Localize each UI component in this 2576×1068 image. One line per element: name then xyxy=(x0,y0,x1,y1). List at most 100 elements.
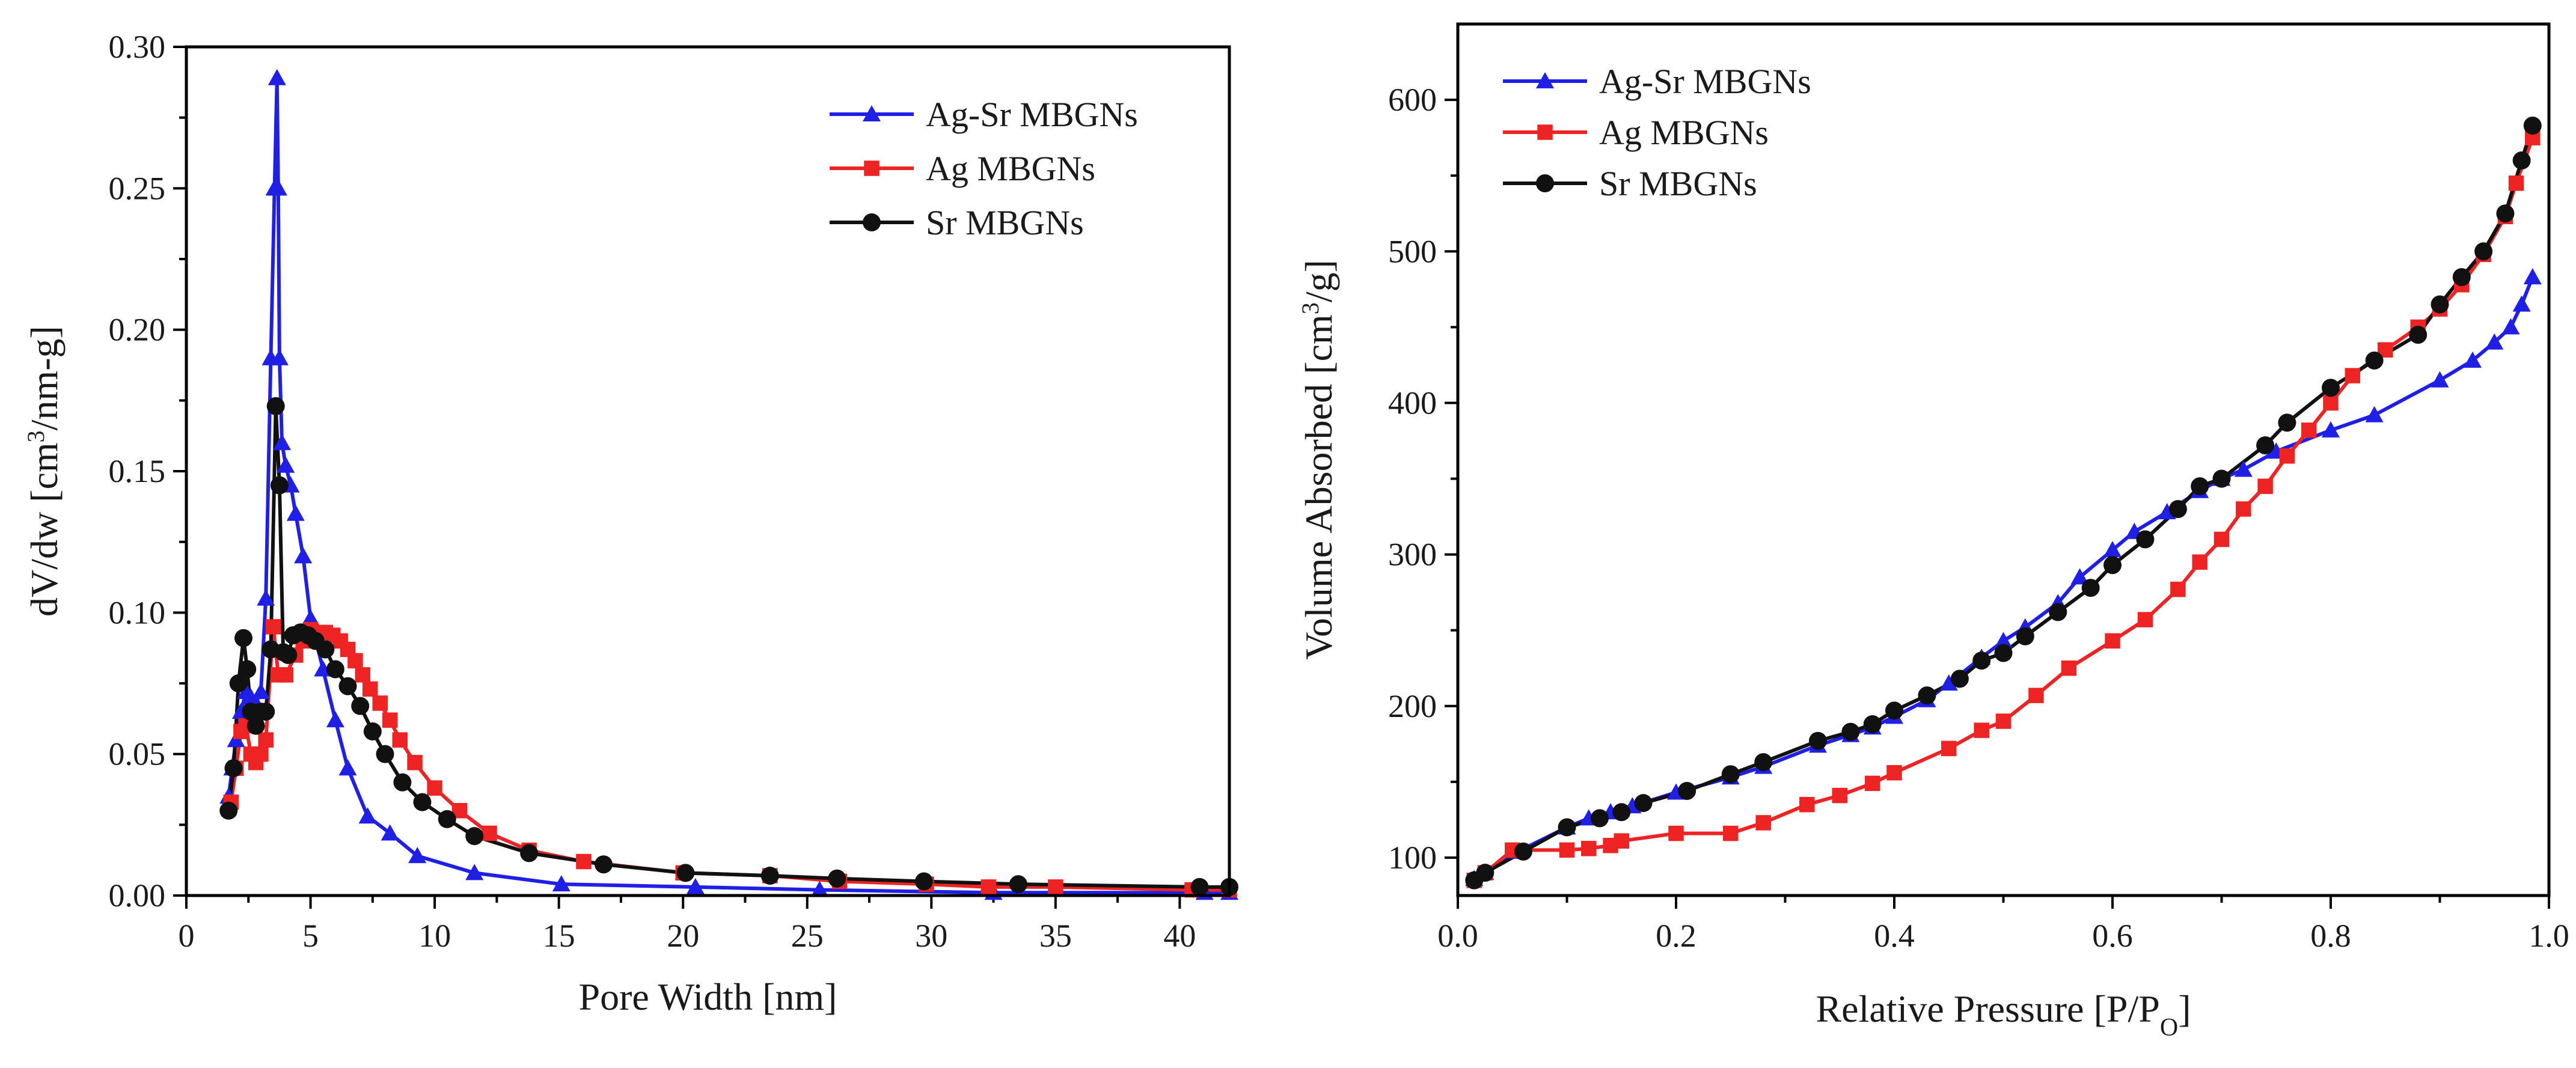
chart0-series-2-point xyxy=(438,810,456,828)
chart0-y-tick-label: 0.05 xyxy=(109,736,166,772)
chart0-series-0-point xyxy=(552,875,571,892)
chart0-series-2-point xyxy=(257,703,275,721)
chart1-series-2-point xyxy=(1841,722,1860,741)
chart1-plot-frame xyxy=(1456,22,2551,897)
chart1-series-1-point xyxy=(2061,660,2077,676)
chart1-series-0-point xyxy=(2431,371,2449,388)
chart0-series-1-point xyxy=(278,667,293,683)
chart1-series-2-point xyxy=(1885,701,1903,720)
chart1-series-2-point xyxy=(1972,651,1991,670)
chart0-series-2-point xyxy=(266,397,285,415)
chart1-ticks: 0.0 0.2 0.4 0.6 0.8 1.0 100 200 300 400 500 600 xyxy=(1388,82,2569,954)
chart1-series-2-point xyxy=(1678,782,1696,800)
chart1-x-axis-label-tail: ] xyxy=(2178,987,2191,1030)
chart1-series-1-point xyxy=(1559,842,1575,858)
chart1-x-tick-label: 0.2 xyxy=(1656,918,1696,954)
chart0-series-0-point xyxy=(381,824,399,841)
chart0-series-2-point xyxy=(914,872,933,891)
chart0-x-tick-label: 5 xyxy=(302,918,319,954)
chart0-series-2-point xyxy=(219,801,238,820)
chart0-plot-frame xyxy=(185,45,1231,897)
chart0-y-tick-label: 0.30 xyxy=(109,29,166,65)
chart0-series-1-point xyxy=(372,695,388,711)
chart0-y-axis-label-sup: 3 xyxy=(22,430,49,442)
chart0-series-1-point xyxy=(362,681,378,697)
chart0-series-0-point xyxy=(686,877,705,894)
chart0-y-tick-label: 0.10 xyxy=(109,594,166,630)
chart1-series-2-point xyxy=(2191,477,2209,496)
chart1-series-0-point xyxy=(2501,318,2520,335)
chart0-x-tick-label: 15 xyxy=(543,918,575,954)
chart1-series-1-point xyxy=(1799,796,1815,813)
chart0-series-1-point xyxy=(265,619,281,635)
chart1-x-tick-label: 0.6 xyxy=(2092,918,2133,954)
chart1-series-0-point xyxy=(2103,541,2122,558)
chart1-y-tick-label: 200 xyxy=(1388,688,1437,724)
chart1-y-tick-label: 500 xyxy=(1388,233,1437,269)
chart1-series-2-point xyxy=(2136,530,2155,549)
chart0-series-1-point xyxy=(981,879,997,895)
chart0-x-tick-label: 0 xyxy=(179,918,195,954)
chart0-series-line-2 xyxy=(227,404,1229,889)
chart1-series-2-point xyxy=(2474,242,2493,261)
chart0-series-0-point xyxy=(338,759,357,776)
chart1-series-line-2 xyxy=(1473,125,2535,882)
chart1-series-2-point xyxy=(1754,753,1773,772)
chart1-series-2-point xyxy=(2409,325,2428,344)
chart0-series-1-point xyxy=(407,755,423,770)
chart1-series-1-point xyxy=(1995,713,2012,729)
chart1-series-2-point xyxy=(1994,644,2013,662)
chart0-x-tick-label: 35 xyxy=(1039,918,1072,954)
chart1-series-1-point xyxy=(1668,825,1684,841)
chart1-series-2-point xyxy=(2016,627,2034,645)
chart1-series-0-point xyxy=(2234,460,2253,477)
pore-width-distribution-chart: 0 5 10 15 20 25 30 35 40 0.00 0.05 0.10 0.15 0.20 0.25… xyxy=(22,29,1238,1018)
chart0-series-2-point xyxy=(234,629,253,647)
chart1-series-2-point xyxy=(2322,379,2340,397)
chart0-x-tick-label: 40 xyxy=(1163,918,1196,954)
chart1-x-axis-label-sub: O xyxy=(2160,1014,2178,1042)
chart1-series-0-point xyxy=(2485,333,2504,350)
chart1-series-2-point xyxy=(2523,116,2542,135)
chart0-series-2-point xyxy=(760,867,779,885)
chart1-legend-marker-1 xyxy=(1537,124,1553,140)
chart1-series-1-point xyxy=(2213,531,2230,548)
chart1-legend-marker-0 xyxy=(1536,72,1554,88)
chart0-series-2-point xyxy=(279,645,298,664)
chart0-series-1-point xyxy=(392,732,408,748)
chart0-legend-marker-0 xyxy=(863,105,881,121)
chart0-series-line-0 xyxy=(227,76,1229,895)
chart1-series-1-point xyxy=(2345,368,2361,383)
chart0-series-2-point xyxy=(413,793,432,811)
chart0-y-tick-label: 0.20 xyxy=(109,312,166,348)
chart1-legend-marker-2 xyxy=(1536,174,1554,192)
chart0-legend-label-2: Sr MBGNs xyxy=(926,203,1084,242)
chart1-series-line-1 xyxy=(1473,137,2535,882)
chart0-series-0-point xyxy=(251,683,270,700)
chart0-series-2-point xyxy=(224,759,243,778)
chart1-series-1-point xyxy=(1941,740,1957,757)
chart1-x-tick-label: 1.0 xyxy=(2529,918,2569,954)
chart1-series-2-point xyxy=(1590,809,1609,828)
chart0-legend-marker-2 xyxy=(863,213,881,231)
chart1-series-1-point xyxy=(2137,612,2153,627)
chart1-y-axis-label-sup: 3 xyxy=(1297,302,1324,314)
chart0-series-0-point xyxy=(268,69,286,85)
chart0-series-1-point xyxy=(382,712,398,728)
chart1-series-0-point xyxy=(2523,268,2542,285)
chart0-series-2-point xyxy=(238,660,257,679)
chart1-series-2-point xyxy=(2365,351,2384,370)
chart1-series-2-point xyxy=(2512,151,2531,169)
chart1-legend-label-0: Ag-Sr MBGNs xyxy=(1599,62,1811,101)
chart0-legend-marker-1 xyxy=(864,160,880,176)
chart1-series-2-point xyxy=(1721,765,1740,784)
chart0-y-tick-label: 0.15 xyxy=(109,453,166,489)
chart0-series-0-point xyxy=(277,456,295,473)
chart1-series-2-point xyxy=(1808,731,1827,750)
chart1-series-1-point xyxy=(2192,554,2207,570)
chart1-y-tick-label: 300 xyxy=(1388,537,1437,573)
chart1-series-1-point xyxy=(1864,775,1880,792)
chart0-series-0-point xyxy=(326,711,344,728)
chart1-series-2-point xyxy=(1863,715,1882,734)
chart1-y-axis-label-main: Volume Absorbed [cm xyxy=(1297,314,1340,660)
